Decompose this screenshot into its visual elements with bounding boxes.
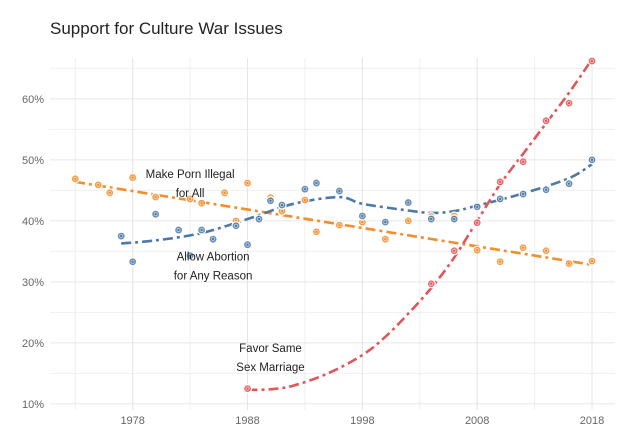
data-point-center bbox=[279, 203, 284, 208]
series-label: for All bbox=[176, 188, 205, 200]
data-point-center bbox=[498, 179, 503, 184]
data-point-center bbox=[279, 209, 284, 214]
data-point-center bbox=[153, 212, 158, 217]
y-tick-label: 30% bbox=[22, 277, 44, 289]
x-tick-label: 2018 bbox=[580, 415, 604, 427]
series-label: Favor Same bbox=[239, 343, 302, 355]
data-point-center bbox=[119, 234, 124, 239]
data-point-center bbox=[567, 261, 572, 266]
data-point-center bbox=[406, 218, 411, 223]
data-point-center bbox=[245, 242, 250, 247]
x-tick-label: 1978 bbox=[120, 415, 144, 427]
data-point-center bbox=[222, 190, 227, 195]
data-point-center bbox=[544, 248, 549, 253]
data-point-center bbox=[498, 259, 503, 264]
series-label: Make Porn Illegal bbox=[146, 169, 235, 181]
data-point-center bbox=[429, 281, 434, 286]
data-point-center bbox=[452, 248, 457, 253]
data-point-center bbox=[337, 188, 342, 193]
grid bbox=[50, 58, 615, 410]
x-tick-label: 1988 bbox=[235, 415, 259, 427]
data-point-center bbox=[521, 192, 526, 197]
data-point-center bbox=[590, 59, 595, 64]
data-point-center bbox=[590, 157, 595, 162]
y-tick-label: 10% bbox=[22, 399, 44, 411]
y-tick-label: 50% bbox=[22, 155, 44, 167]
data-point-center bbox=[211, 237, 216, 242]
data-point-center bbox=[498, 196, 503, 201]
series-label: Sex Marriage bbox=[236, 362, 304, 374]
data-point-center bbox=[475, 248, 480, 253]
data-points bbox=[70, 56, 597, 394]
data-point-center bbox=[544, 187, 549, 192]
data-point-center bbox=[383, 237, 388, 242]
data-point-center bbox=[302, 187, 307, 192]
data-point-center bbox=[73, 176, 78, 181]
data-point-center bbox=[107, 190, 112, 195]
y-tick-label: 40% bbox=[22, 216, 44, 228]
data-point-center bbox=[406, 200, 411, 205]
data-point-center bbox=[199, 201, 204, 206]
data-point-center bbox=[521, 159, 526, 164]
series-label: Allow Abortion bbox=[177, 252, 250, 264]
data-point-center bbox=[567, 101, 572, 106]
data-point-center bbox=[153, 195, 158, 200]
data-point-center bbox=[544, 118, 549, 123]
data-point-center bbox=[360, 220, 365, 225]
trend-line bbox=[75, 180, 593, 267]
data-point-center bbox=[475, 220, 480, 225]
data-point-center bbox=[567, 181, 572, 186]
data-point-center bbox=[188, 196, 193, 201]
data-point-center bbox=[314, 181, 319, 186]
x-tick-label: 2008 bbox=[465, 415, 489, 427]
data-point-center bbox=[176, 228, 181, 233]
data-point-center bbox=[188, 253, 193, 258]
data-point-center bbox=[383, 220, 388, 225]
y-tick-label: 60% bbox=[22, 94, 44, 106]
data-point-center bbox=[199, 228, 204, 233]
data-point-center bbox=[302, 198, 307, 203]
data-point-center bbox=[475, 204, 480, 209]
data-point-center bbox=[130, 175, 135, 180]
series-labels: Make Porn Illegal for All Allow Abortion fo… bbox=[146, 169, 305, 374]
data-point-center bbox=[245, 386, 250, 391]
data-point-center bbox=[268, 198, 273, 203]
chart-title: Support for Culture War Issues bbox=[50, 19, 283, 38]
axes: 1978 1988 1998 2008 2018 10% 20% 30% 40% 50% 60% bbox=[22, 94, 604, 427]
data-point-center bbox=[429, 217, 434, 222]
data-point-center bbox=[337, 223, 342, 228]
data-point-center bbox=[360, 214, 365, 219]
y-tick-label: 20% bbox=[22, 338, 44, 350]
data-point-center bbox=[452, 217, 457, 222]
x-tick-label: 1998 bbox=[350, 415, 374, 427]
series-label: for Any Reason bbox=[174, 271, 253, 283]
data-point-center bbox=[96, 182, 101, 187]
data-point-center bbox=[257, 217, 262, 222]
data-point-center bbox=[130, 259, 135, 264]
data-point-center bbox=[521, 245, 526, 250]
data-point-center bbox=[234, 223, 239, 228]
data-point-center bbox=[590, 259, 595, 264]
data-point-center bbox=[314, 229, 319, 234]
data-point-center bbox=[245, 181, 250, 186]
trend-lines bbox=[75, 58, 594, 392]
